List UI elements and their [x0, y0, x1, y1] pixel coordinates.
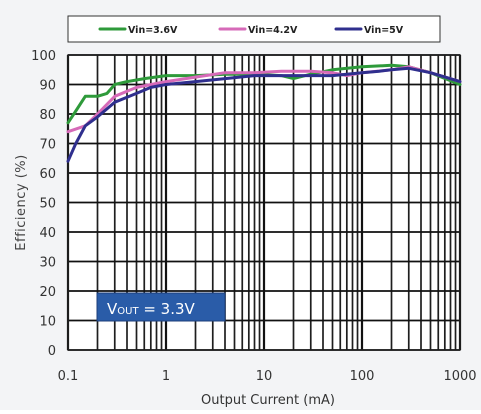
- vout-annotation-box: [96, 292, 226, 322]
- y-tick-labels: 0 10 20 30 40 50 60 70 80 90 100: [31, 49, 56, 359]
- plot-border: [67, 54, 461, 351]
- legend-label-2: Vin=4.2V: [248, 25, 298, 36]
- x-tick-labels: 0.1 1 10 100 1000: [58, 369, 477, 384]
- legend: Vin=3.6V Vin=4.2V Vin=5V: [67, 15, 441, 43]
- y-tick-label: 80: [39, 108, 56, 123]
- series-layer: [66, 63, 462, 163]
- x-tick-label: 10: [256, 369, 273, 384]
- vout-annotation-text: VOUT = 3.3V: [107, 300, 196, 318]
- legend-box: [67, 15, 441, 43]
- vout-annotation: VOUT = 3.3V: [96, 292, 226, 322]
- y-tick-label: 70: [39, 138, 56, 153]
- x-tick-label: 1: [162, 369, 170, 384]
- x-axis-label: Output Current (mA): [201, 393, 335, 408]
- y-tick-label: 50: [39, 197, 56, 212]
- x-tick-label: 1000: [443, 369, 476, 384]
- y-tick-label: 100: [31, 49, 56, 64]
- y-tick-label: 40: [39, 226, 56, 241]
- vout-annotation-main: V: [107, 300, 118, 318]
- y-tick-label: 20: [39, 285, 56, 300]
- y-tick-label: 30: [39, 256, 56, 271]
- legend-label-3: Vin=5V: [364, 25, 404, 36]
- legend-items: Vin=3.6V Vin=4.2V Vin=5V: [98, 25, 404, 36]
- series-line-3: [66, 66, 462, 163]
- legend-label-1: Vin=3.6V: [128, 25, 178, 36]
- x-tick-label: 100: [350, 369, 375, 384]
- y-tick-label: 10: [39, 315, 56, 330]
- x-tick-label: 0.1: [58, 369, 79, 384]
- vout-annotation-value: = 3.3V: [139, 300, 196, 318]
- vout-annotation-subscript: OUT: [117, 306, 139, 317]
- y-axis-label: Efficiency (%): [14, 154, 29, 250]
- y-tick-label: 60: [39, 167, 56, 182]
- y-tick-label: 0: [48, 344, 56, 359]
- y-tick-label: 90: [39, 79, 56, 94]
